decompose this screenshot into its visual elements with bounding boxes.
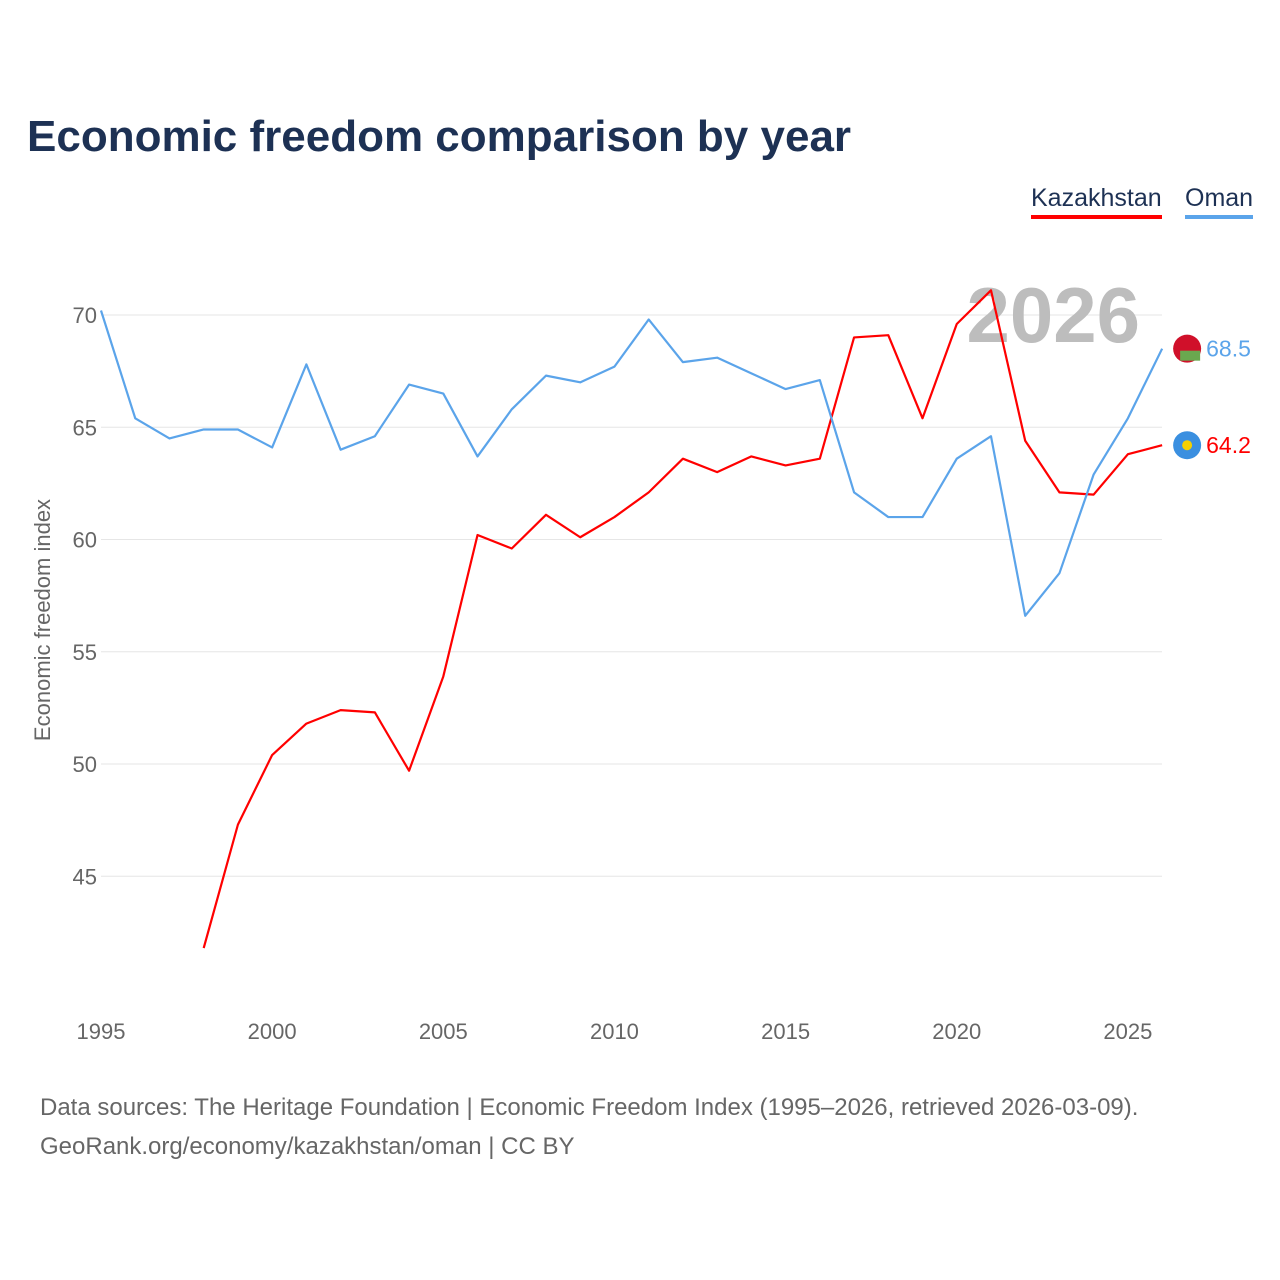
y-axis-label: Economic freedom index <box>30 499 55 741</box>
x-tick-label: 2025 <box>1103 1019 1152 1044</box>
end-value-label: 68.5 <box>1206 336 1251 362</box>
chart-title: Economic freedom comparison by year <box>27 112 852 161</box>
series-line-oman <box>99 310 1164 617</box>
source-line: Data sources: The Heritage Foundation | … <box>40 1094 1139 1121</box>
x-tick-label: 2010 <box>590 1019 639 1044</box>
end-value-label: 64.2 <box>1206 432 1251 458</box>
legend-kazakhstan[interactable]: Kazakhstan <box>1031 184 1162 219</box>
y-tick-label: 50 <box>73 752 97 777</box>
y-tick-label: 65 <box>73 415 97 440</box>
y-tick-label: 55 <box>73 640 97 665</box>
x-tick-label: 2000 <box>248 1019 297 1044</box>
flag-sun-icon <box>1182 440 1193 451</box>
x-tick-label: 2020 <box>932 1019 981 1044</box>
legend-oman[interactable]: Oman <box>1185 184 1254 219</box>
y-tick-label: 70 <box>73 303 97 328</box>
source-note: Data sources: The Heritage Foundation | … <box>40 1088 1138 1166</box>
y-tick-label: 60 <box>73 528 97 553</box>
x-tick-label: 1995 <box>77 1019 126 1044</box>
series-line-kazakhstan <box>202 289 1163 949</box>
x-tick-label: 2015 <box>761 1019 810 1044</box>
y-tick-label: 45 <box>73 864 97 889</box>
x-tick-label: 2005 <box>419 1019 468 1044</box>
source-line: GeoRank.org/economy/kazakhstan/oman | CC… <box>40 1133 575 1160</box>
flag-band-icon <box>1180 350 1201 361</box>
year-watermark: 2026 <box>966 271 1140 359</box>
